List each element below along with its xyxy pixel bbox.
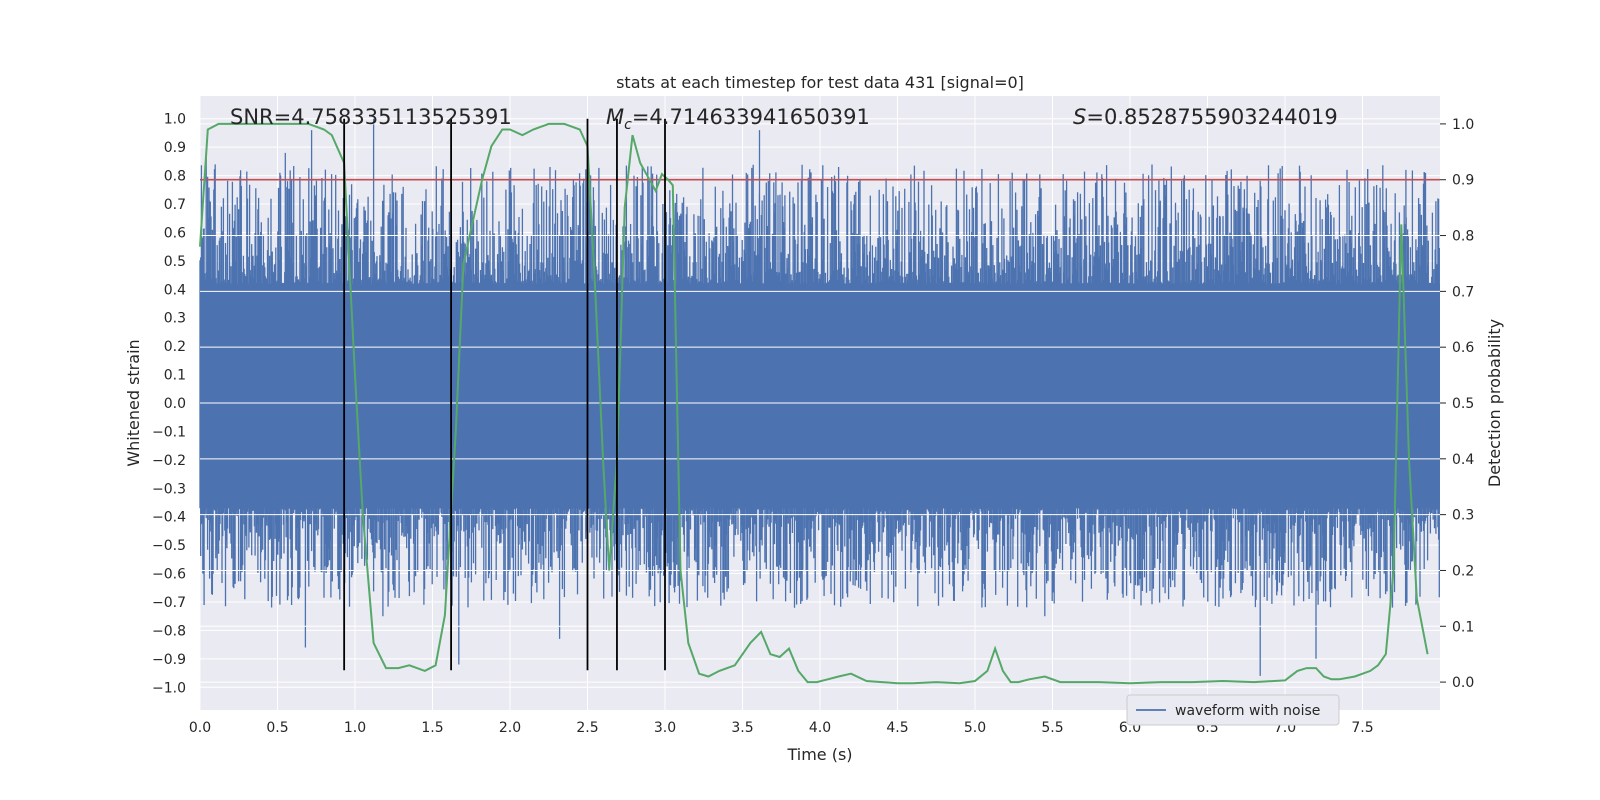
y-left-tick-label: 0.1 <box>164 368 186 384</box>
x-tick-label: 1.0 <box>344 720 366 736</box>
y-right-tick-label: 0.2 <box>1452 563 1474 579</box>
y-right-tick-label: 0.7 <box>1452 284 1474 300</box>
legend-box <box>1126 694 1340 726</box>
s-value: =0.8528755903244019 <box>1086 105 1337 129</box>
y-axis-right-ticks: 1.0 0.9 0.8 0.7 0.6 0.5 0.4 0.3 0.2 0.1 0.0 <box>1440 117 1474 691</box>
s-symbol: S <box>1073 105 1086 129</box>
x-tick-label: 0.5 <box>266 720 288 736</box>
y-left-tick-label: −0.6 <box>152 567 186 583</box>
y-left-tick-label: −0.1 <box>152 424 186 440</box>
chirp-mass-value: =4.714633941650391 <box>632 105 870 129</box>
x-tick-label: 3.0 <box>654 720 676 736</box>
y-axis-right-label: Detection probability <box>1485 319 1504 487</box>
snr-annotation: SNR=4.758335113525391 <box>230 105 512 129</box>
y-left-tick-label: 0.5 <box>164 254 186 270</box>
y-left-tick-label: −0.9 <box>152 652 186 668</box>
x-axis-ticks: 0.0 0.5 1.0 1.5 2.0 2.5 3.0 3.5 4.0 4.5 5.0 5.5 6.0 6… <box>189 720 1374 736</box>
y-right-tick-label: 0.9 <box>1452 173 1474 189</box>
x-tick-label: 2.0 <box>499 720 521 736</box>
s-annotation: S=0.8528755903244019 <box>1073 105 1338 129</box>
x-tick-label: 5.5 <box>1041 720 1063 736</box>
x-tick-label: 1.5 <box>421 720 443 736</box>
chirp-mass-subscript: c <box>624 117 632 133</box>
y-left-tick-label: 0.6 <box>164 225 186 241</box>
y-left-tick-label: 1.0 <box>164 112 186 128</box>
legend-label: waveform with noise <box>1175 703 1320 719</box>
chart-title: stats at each timestep for test data 431… <box>616 73 1024 92</box>
legend: waveform with noise <box>1126 694 1340 726</box>
waveform-with-noise-series <box>199 118 1440 676</box>
y-right-tick-label: 0.8 <box>1452 229 1474 245</box>
x-tick-label: 4.5 <box>886 720 908 736</box>
chirp-mass-symbol: M <box>606 105 624 129</box>
y-left-tick-label: −0.3 <box>152 481 186 497</box>
y-left-tick-label: 0.4 <box>164 282 186 298</box>
y-left-tick-label: 0.7 <box>164 197 186 213</box>
x-tick-label: 7.5 <box>1351 720 1373 736</box>
vertical-markers <box>343 118 666 671</box>
y-right-tick-label: 1.0 <box>1452 117 1474 133</box>
chirp-mass-annotation: Mc=4.714633941650391 <box>606 105 870 133</box>
detection-probability-line <box>199 122 1429 685</box>
y-left-tick-label: 0.3 <box>164 311 186 327</box>
x-tick-label: 4.0 <box>809 720 831 736</box>
y-left-tick-label: −0.7 <box>152 595 186 611</box>
y-right-tick-label: 0.5 <box>1452 396 1474 412</box>
y-left-tick-label: 0.0 <box>164 396 186 412</box>
x-tick-label: 0.0 <box>189 720 211 736</box>
y-left-tick-label: −0.8 <box>152 623 186 639</box>
y-right-tick-label: 0.0 <box>1452 675 1474 691</box>
y-left-tick-label: 0.2 <box>164 339 186 355</box>
y-left-tick-label: −1.0 <box>152 680 186 696</box>
y-left-tick-label: −0.2 <box>152 453 186 469</box>
detection-probability-series <box>199 122 1440 685</box>
y-right-tick-label: 0.1 <box>1452 619 1474 635</box>
y-axis-left-ticks: 1.0 0.9 0.8 0.7 0.6 0.5 0.4 0.3 0.2 0.1 0.0 −0.1 −0.… <box>152 112 186 697</box>
x-tick-label: 5.0 <box>964 720 986 736</box>
x-axis-label: Time (s) <box>786 745 852 764</box>
x-tick-label: 3.5 <box>731 720 753 736</box>
y-left-tick-label: −0.5 <box>152 538 186 554</box>
y-left-tick-label: −0.4 <box>152 510 186 526</box>
y-left-tick-label: 0.8 <box>164 169 186 185</box>
y-left-tick-label: 0.9 <box>164 140 186 156</box>
x-tick-label: 2.5 <box>576 720 598 736</box>
y-right-tick-label: 0.6 <box>1452 340 1474 356</box>
y-axis-left-label: Whitened strain <box>124 339 143 466</box>
y-right-tick-label: 0.4 <box>1452 452 1474 468</box>
y-right-tick-label: 0.3 <box>1452 508 1474 524</box>
